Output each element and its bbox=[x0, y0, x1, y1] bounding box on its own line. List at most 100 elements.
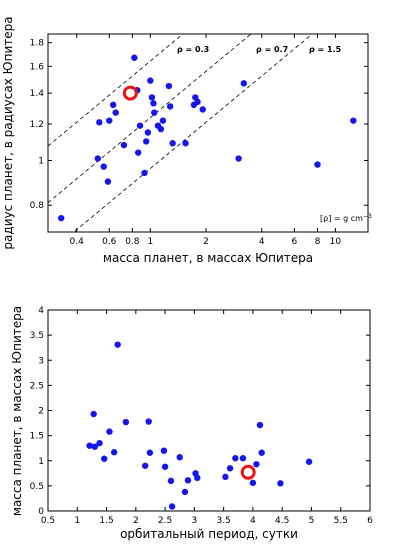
data-point bbox=[166, 103, 174, 110]
data-point bbox=[114, 341, 121, 348]
plot-frame-bottom bbox=[47, 309, 371, 512]
x-tick-label-top: 0.4 bbox=[70, 237, 85, 247]
data-point bbox=[131, 54, 138, 61]
data-point bbox=[194, 98, 201, 106]
data-point bbox=[182, 140, 189, 147]
y-tick-label-bottom: 4 bbox=[38, 306, 44, 316]
data-point bbox=[134, 149, 142, 156]
data-point bbox=[184, 477, 192, 484]
x-tick-label-bottom: 6 bbox=[367, 516, 373, 526]
data-point bbox=[239, 455, 247, 462]
data-point bbox=[235, 155, 242, 162]
data-point bbox=[91, 443, 99, 450]
density-label-0.3: ρ = 0.3 bbox=[177, 45, 209, 54]
data-point bbox=[106, 117, 113, 124]
density-line bbox=[48, 34, 184, 147]
data-point bbox=[194, 474, 201, 482]
data-point bbox=[159, 117, 167, 124]
data-point bbox=[222, 473, 229, 481]
data-point bbox=[160, 447, 168, 454]
x-tick-label-bottom: 5.5 bbox=[334, 516, 348, 526]
plot-frame-top bbox=[47, 33, 369, 233]
data-point bbox=[256, 421, 264, 429]
y-tick-label-bottom: 0.5 bbox=[30, 482, 44, 492]
x-axis-label-bottom: орбитальный период, сутки bbox=[120, 527, 298, 541]
data-point bbox=[305, 458, 313, 465]
y-tick-label-bottom: 1.5 bbox=[30, 432, 44, 442]
x-tick-label-bottom: 4 bbox=[250, 516, 256, 526]
data-point bbox=[161, 463, 169, 470]
data-point bbox=[150, 100, 157, 107]
y-tick-label-top: 1.2 bbox=[30, 120, 44, 130]
data-point bbox=[240, 80, 248, 87]
y-tick-label-top: 1.4 bbox=[30, 89, 45, 99]
x-tick-label-top: 4 bbox=[259, 237, 265, 247]
data-point bbox=[350, 117, 357, 124]
x-tick-label-bottom: 1 bbox=[74, 516, 80, 526]
x-tick-label-top: 8 bbox=[315, 237, 321, 247]
data-points-bottom bbox=[86, 341, 313, 510]
units-note: [ρ] = g cm−3 bbox=[320, 213, 372, 223]
data-point bbox=[151, 109, 158, 116]
data-point bbox=[147, 77, 154, 84]
x-tick-label-top: 0.6 bbox=[102, 237, 117, 247]
y-axis-label-top: радиус планет, в радиусах Юпитера bbox=[1, 16, 15, 249]
y-tick-label-bottom: 2.5 bbox=[30, 381, 44, 391]
data-point bbox=[168, 503, 176, 510]
x-tick-label-top: 0.8 bbox=[125, 237, 140, 247]
data-point bbox=[167, 477, 175, 485]
data-point bbox=[106, 428, 113, 435]
data-point bbox=[181, 488, 189, 496]
y-tick-label-bottom: 3.5 bbox=[30, 331, 44, 341]
data-point bbox=[110, 449, 118, 456]
x-tick-label-top: 10 bbox=[330, 237, 342, 247]
data-point bbox=[96, 439, 103, 447]
data-point bbox=[94, 155, 101, 162]
data-point bbox=[253, 461, 260, 468]
axis-ticks-top: 0.4 0.6 0.8 1 2 4 6 8 10 0.8 1 1.2 1.4 1.6 1.8 bbox=[30, 34, 368, 247]
period-mass-plot: 0.5 1 1.5 2 2.5 3 3.5 4 4.5 5 5.5 600.511.522.533.5… bbox=[10, 306, 373, 541]
data-point bbox=[146, 449, 154, 456]
data-point bbox=[109, 101, 117, 109]
data-point bbox=[96, 119, 103, 126]
density-label-1.5: ρ = 1.5 bbox=[309, 45, 342, 54]
x-tick-label-bottom: 0.5 bbox=[41, 516, 55, 526]
data-point bbox=[112, 109, 119, 116]
data-point bbox=[90, 410, 97, 418]
y-tick-label-bottom: 2 bbox=[38, 407, 44, 417]
y-tick-label-top: 1 bbox=[38, 157, 44, 167]
data-point bbox=[120, 141, 128, 149]
data-point bbox=[144, 129, 152, 136]
highlighted-planet-marker bbox=[240, 464, 256, 480]
data-point bbox=[142, 138, 150, 145]
data-point bbox=[58, 214, 65, 222]
x-axis-label-top: масса планет, в массах Юпитера bbox=[103, 251, 313, 265]
x-tick-label-bottom: 2 bbox=[133, 516, 139, 526]
data-point bbox=[141, 169, 148, 177]
data-point bbox=[176, 454, 183, 461]
data-point bbox=[277, 480, 284, 487]
x-tick-label-top: 2 bbox=[203, 237, 209, 247]
density-line bbox=[48, 34, 252, 203]
y-tick-label-bottom: 0 bbox=[38, 507, 44, 517]
data-point bbox=[232, 455, 239, 462]
data-point bbox=[104, 178, 112, 185]
density-label-0.7: ρ = 0.7 bbox=[256, 45, 288, 54]
mass-radius-plot: 0.4 0.6 0.8 1 2 4 6 8 10 0.8 1 1.2 1.4 1.6 1.8 ρ = 0.3… bbox=[1, 16, 372, 265]
x-tick-label-bottom: 3.5 bbox=[216, 516, 230, 526]
data-point bbox=[86, 442, 93, 449]
y-tick-label-bottom: 3 bbox=[38, 356, 44, 366]
density-labels: ρ = 0.3 ρ = 0.7 ρ = 1.5 bbox=[177, 45, 342, 54]
data-point bbox=[314, 161, 321, 168]
y-tick-label-top: 0.8 bbox=[30, 201, 45, 211]
y-axis-label-bottom: масса планет, в массах Юпитера bbox=[10, 306, 24, 516]
data-point bbox=[122, 418, 130, 426]
y-tick-label-bottom: 1 bbox=[38, 457, 44, 467]
data-point bbox=[101, 455, 108, 462]
x-tick-label-bottom: 3 bbox=[191, 516, 197, 526]
x-tick-label-bottom: 4.5 bbox=[275, 516, 289, 526]
data-point bbox=[148, 94, 156, 101]
data-points-top bbox=[58, 54, 357, 222]
data-point bbox=[249, 479, 257, 487]
x-tick-label-bottom: 1.5 bbox=[99, 516, 113, 526]
